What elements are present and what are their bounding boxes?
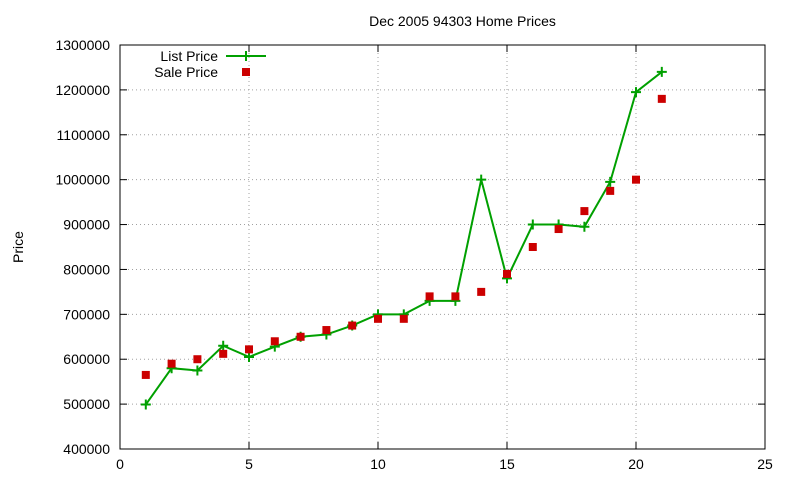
data-point-square bbox=[632, 175, 640, 184]
data-point-square bbox=[219, 349, 228, 358]
grid-lines bbox=[120, 45, 765, 449]
data-point-square bbox=[245, 345, 253, 354]
data-point-square bbox=[193, 355, 202, 364]
data-point-square bbox=[141, 370, 150, 379]
data-point-square bbox=[503, 269, 511, 278]
data-point-square bbox=[528, 243, 537, 251]
data-point-cross bbox=[605, 176, 616, 187]
y-tick-label: 900000 bbox=[63, 217, 110, 233]
x-tick-label: 0 bbox=[116, 456, 124, 472]
y-tick-label: 1200000 bbox=[55, 82, 110, 98]
data-point-square bbox=[374, 314, 382, 323]
y-tick-label: 700000 bbox=[63, 306, 110, 322]
data-point-square bbox=[322, 326, 331, 335]
data-point-cross bbox=[579, 221, 590, 232]
data-point-square bbox=[167, 359, 176, 368]
data-point-square bbox=[554, 225, 563, 234]
chart-title: Dec 2005 94303 Home Prices bbox=[369, 13, 556, 29]
data-point-cross bbox=[476, 174, 487, 185]
legend-label: Sale Price bbox=[154, 64, 218, 80]
data-point-cross bbox=[140, 399, 151, 410]
data-point-square bbox=[296, 332, 305, 341]
data-series bbox=[140, 66, 667, 410]
x-tick-label: 10 bbox=[370, 456, 386, 472]
data-point-cross bbox=[244, 351, 254, 362]
y-tick-label: 400000 bbox=[63, 441, 110, 457]
data-point-cross bbox=[656, 66, 667, 77]
plot-frame bbox=[119, 44, 766, 450]
data-point-cross bbox=[192, 365, 203, 376]
y-axis-label: Price bbox=[10, 231, 26, 263]
data-point-square bbox=[348, 321, 357, 330]
data-point-square bbox=[477, 287, 486, 296]
data-point-square bbox=[657, 94, 666, 103]
y-tick-label: 1000000 bbox=[55, 172, 110, 188]
data-point-square bbox=[606, 186, 615, 195]
y-tick-label: 1300000 bbox=[55, 37, 110, 53]
x-tick-label: 20 bbox=[628, 456, 644, 472]
y-tick-label: 500000 bbox=[63, 396, 110, 412]
legend-swatch-marker bbox=[241, 51, 251, 61]
data-point-cross bbox=[218, 340, 229, 351]
x-tick-label: 25 bbox=[757, 456, 773, 472]
y-tick-label: 1100000 bbox=[57, 127, 111, 143]
x-tick-label: 15 bbox=[499, 456, 515, 472]
data-point-square bbox=[580, 207, 589, 216]
series-list-price bbox=[140, 66, 667, 410]
y-tick-label: 800000 bbox=[63, 261, 110, 277]
data-point-cross bbox=[527, 219, 538, 230]
data-point-square bbox=[399, 314, 408, 323]
data-point-cross bbox=[631, 87, 641, 98]
legend-label: List Price bbox=[160, 48, 218, 64]
data-point-square bbox=[451, 292, 460, 301]
data-point-square bbox=[425, 292, 434, 301]
series-sale-price bbox=[141, 94, 666, 379]
x-tick-label: 5 bbox=[245, 456, 253, 472]
legend-swatch-marker bbox=[242, 68, 250, 76]
axis-ticks: 0 5 10 15 20 25 400000 500000 600000 700000 800000… bbox=[55, 37, 773, 472]
data-point-square bbox=[270, 337, 279, 346]
y-tick-label: 600000 bbox=[63, 351, 110, 367]
